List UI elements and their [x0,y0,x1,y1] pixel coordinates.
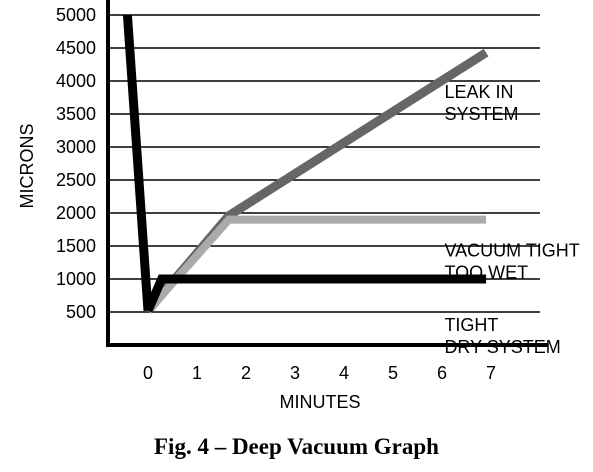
x-tick-label-1: 1 [192,363,202,383]
y-tick-label-3500: 3500 [56,104,96,124]
series-label-2-line-2: TOO WET [444,263,528,283]
axes [106,0,548,347]
x-tick-label-6: 6 [437,363,447,383]
y-tick-labels: 500 1000 1500 2000 2500 3000 3500 4000 4500 5000 [56,5,96,322]
x-tick-label-3: 3 [290,363,300,383]
series-label-1-line-2: SYSTEM [444,104,518,124]
x-tick-labels: 0 1 2 3 4 5 6 7 [143,363,496,383]
y-tick-label-4000: 4000 [56,71,96,91]
y-tick-label-1500: 1500 [56,236,96,256]
series-line-2 [145,215,487,314]
series-line-3 [143,274,487,313]
series-line-1 [144,48,489,314]
x-tick-label-7: 7 [486,363,496,383]
y-tick-label-2000: 2000 [56,203,96,223]
y-tick-label-1000: 1000 [56,269,96,289]
series-label-2-line-1: VACUUM TIGHT [444,241,579,261]
y-tick-label-3000: 3000 [56,137,96,157]
series-label-1-line-1: LEAK IN [444,82,513,102]
figure-caption: Fig. 4 – Deep Vacuum Graph [154,434,439,459]
series-lines [122,14,489,314]
series-label-3-line-1: TIGHT [444,315,498,335]
x-tick-label-2: 2 [241,363,251,383]
y-tick-label-4500: 4500 [56,38,96,58]
x-axis-title: MINUTES [280,392,361,412]
y-tick-label-5000: 5000 [56,5,96,25]
x-tick-label-0: 0 [143,363,153,383]
deep-vacuum-chart: 500100015002000250030003500400045005000 … [17,0,580,412]
x-tick-label-5: 5 [388,363,398,383]
x-tick-label-4: 4 [339,363,349,383]
y-tick-label-500: 500 [66,302,96,322]
series-label-3-line-2: DRY SYSTEM [444,337,560,357]
y-axis-title: MICRONS [17,124,37,209]
y-tick-label-2500: 2500 [56,170,96,190]
initial-pulldown-line [122,14,153,311]
